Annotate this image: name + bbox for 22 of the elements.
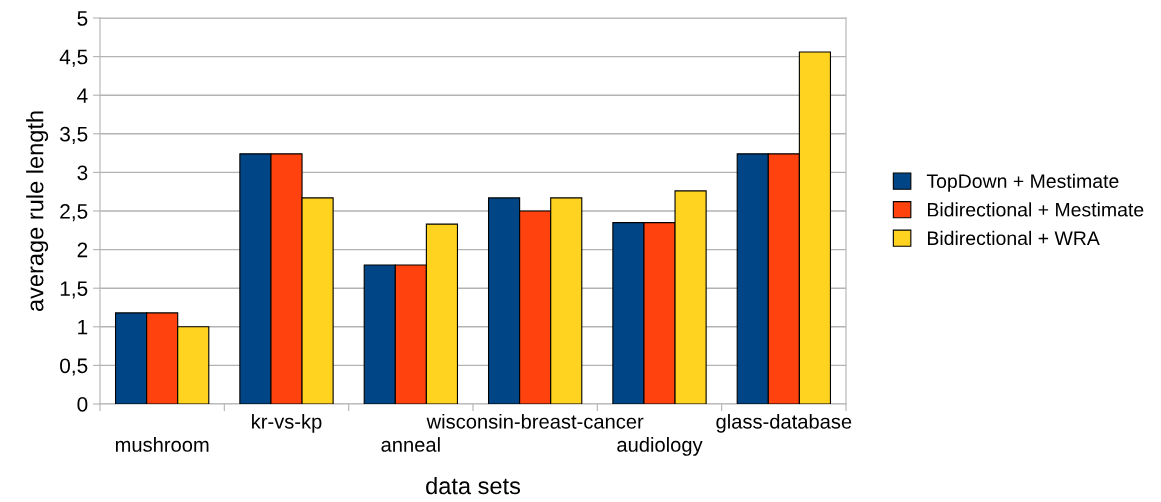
legend-label: Bidirectional + Mestimate	[927, 202, 1144, 217]
legend-label: Bidirectional + WRA	[927, 230, 1100, 246]
y-tick-label: 1	[78, 320, 88, 335]
x-tick-label: glass-database	[716, 413, 852, 433]
legend-label: TopDown + Mestimate	[926, 173, 1119, 192]
x-tick-label: audiology	[617, 437, 703, 456]
y-tick-label: 2	[77, 242, 88, 258]
x-tick-label: mushroom	[115, 437, 209, 452]
y-axis-title: average rule length	[26, 111, 49, 312]
y-tick-label: 2,5	[60, 204, 88, 222]
x-tick-label: anneal	[381, 437, 440, 452]
x-tick-label: wisconsin-breast-cancer	[426, 413, 644, 429]
y-tick-label: 3,5	[60, 126, 88, 145]
y-tick-label: 3	[77, 165, 88, 181]
y-tick-label: 4,5	[59, 49, 88, 67]
y-tick-label: 1,5	[60, 281, 88, 299]
x-tick-label: kr-vs-kp	[252, 413, 322, 433]
x-axis-title: data sets	[426, 476, 521, 495]
y-tick-label: 0,5	[60, 358, 88, 376]
y-tick-label: 4	[77, 88, 88, 103]
y-tick-label: 5	[77, 11, 88, 26]
y-tick-label: 0	[77, 397, 88, 412]
